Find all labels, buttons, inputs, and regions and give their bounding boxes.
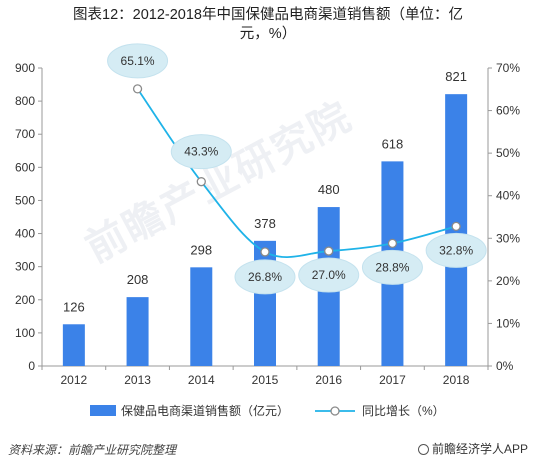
chart-title-line1: 图表12：2012-2018年中国保健品电商渠道销售额（单位：亿 (73, 7, 463, 23)
y-left-tick-label: 300 (15, 260, 35, 274)
growth-point (324, 246, 334, 256)
growth-point (196, 177, 206, 187)
growth-point (132, 84, 143, 94)
legend-bar-label: 保健品电商渠道销售额（亿元） (121, 403, 289, 418)
y-right-tick-label: 20% (496, 274, 520, 288)
x-tick-label: 2012 (61, 373, 88, 387)
growth-line (136, 88, 457, 259)
brand-label: 前瞻经济学人APP (417, 440, 528, 457)
y-right-tick-label: 40% (496, 189, 520, 203)
brand-text: 前瞻经济学人APP (431, 442, 528, 456)
bar (190, 267, 213, 366)
growth-label-bubble (170, 134, 232, 170)
bar-value-label: 378 (254, 216, 276, 231)
y-right-tick-label: 70% (496, 61, 520, 75)
bar-value-label: 208 (127, 272, 149, 287)
bar-value-label: 126 (63, 299, 85, 314)
growth-label-bubble (298, 257, 360, 293)
growth-point (451, 221, 461, 232)
bar (126, 297, 149, 366)
bar-value-label: 480 (318, 182, 340, 197)
legend-line-marker (330, 406, 340, 416)
chart-title-line2: 元，%） (239, 26, 297, 42)
y-left-tick-label: 0 (28, 359, 35, 373)
bar-value-label: 821 (445, 69, 467, 84)
y-left-tick-label: 700 (15, 127, 35, 141)
growth-value-label: 28.8% (375, 260, 409, 274)
y-left-tick-label: 400 (15, 227, 35, 241)
x-tick-label: 2015 (252, 373, 279, 387)
growth-value-label: 43.3% (184, 145, 218, 159)
y-left-tick-label: 600 (15, 160, 35, 174)
y-left-tick-label: 100 (15, 326, 35, 340)
y-left-tick-label: 900 (15, 61, 35, 75)
bar-value-label: 618 (382, 136, 404, 151)
growth-label-bubble (234, 259, 296, 295)
brand-logo-icon (417, 444, 429, 455)
growth-value-label: 65.1% (121, 54, 155, 68)
source-note: 资料来源：前瞻产业研究院整理 (8, 443, 177, 457)
growth-value-label: 26.8% (248, 270, 282, 284)
growth-point (387, 238, 398, 249)
growth-label-bubble (425, 232, 487, 268)
y-left-tick-label: 500 (15, 193, 35, 207)
growth-point (260, 247, 270, 257)
x-tick-label: 2013 (124, 373, 151, 387)
chart-title: 图表12：2012-2018年中国保健品电商渠道销售额（单位：亿 元，%） (0, 6, 536, 44)
y-left-tick-label: 800 (15, 94, 35, 108)
legend-line-label: 同比增长（%） (362, 404, 445, 418)
x-tick-label: 2016 (315, 373, 342, 387)
x-tick-label: 2017 (379, 373, 406, 387)
y-right-tick-label: 0% (496, 359, 514, 373)
growth-label-bubble (107, 43, 169, 79)
y-right-tick-label: 30% (496, 231, 520, 245)
y-left-tick-label: 200 (15, 293, 35, 307)
x-tick-label: 2018 (443, 373, 470, 387)
y-right-tick-label: 50% (496, 146, 520, 160)
growth-value-label: 27.0% (312, 268, 346, 282)
bar (62, 324, 85, 366)
x-tick-label: 2014 (188, 373, 215, 387)
legend-bar-swatch (90, 405, 116, 416)
growth-value-label: 32.8% (439, 243, 473, 257)
y-right-tick-label: 60% (496, 104, 520, 118)
y-right-tick-label: 10% (496, 316, 520, 330)
growth-label-bubble (361, 249, 423, 285)
bar-value-label: 298 (190, 242, 212, 257)
